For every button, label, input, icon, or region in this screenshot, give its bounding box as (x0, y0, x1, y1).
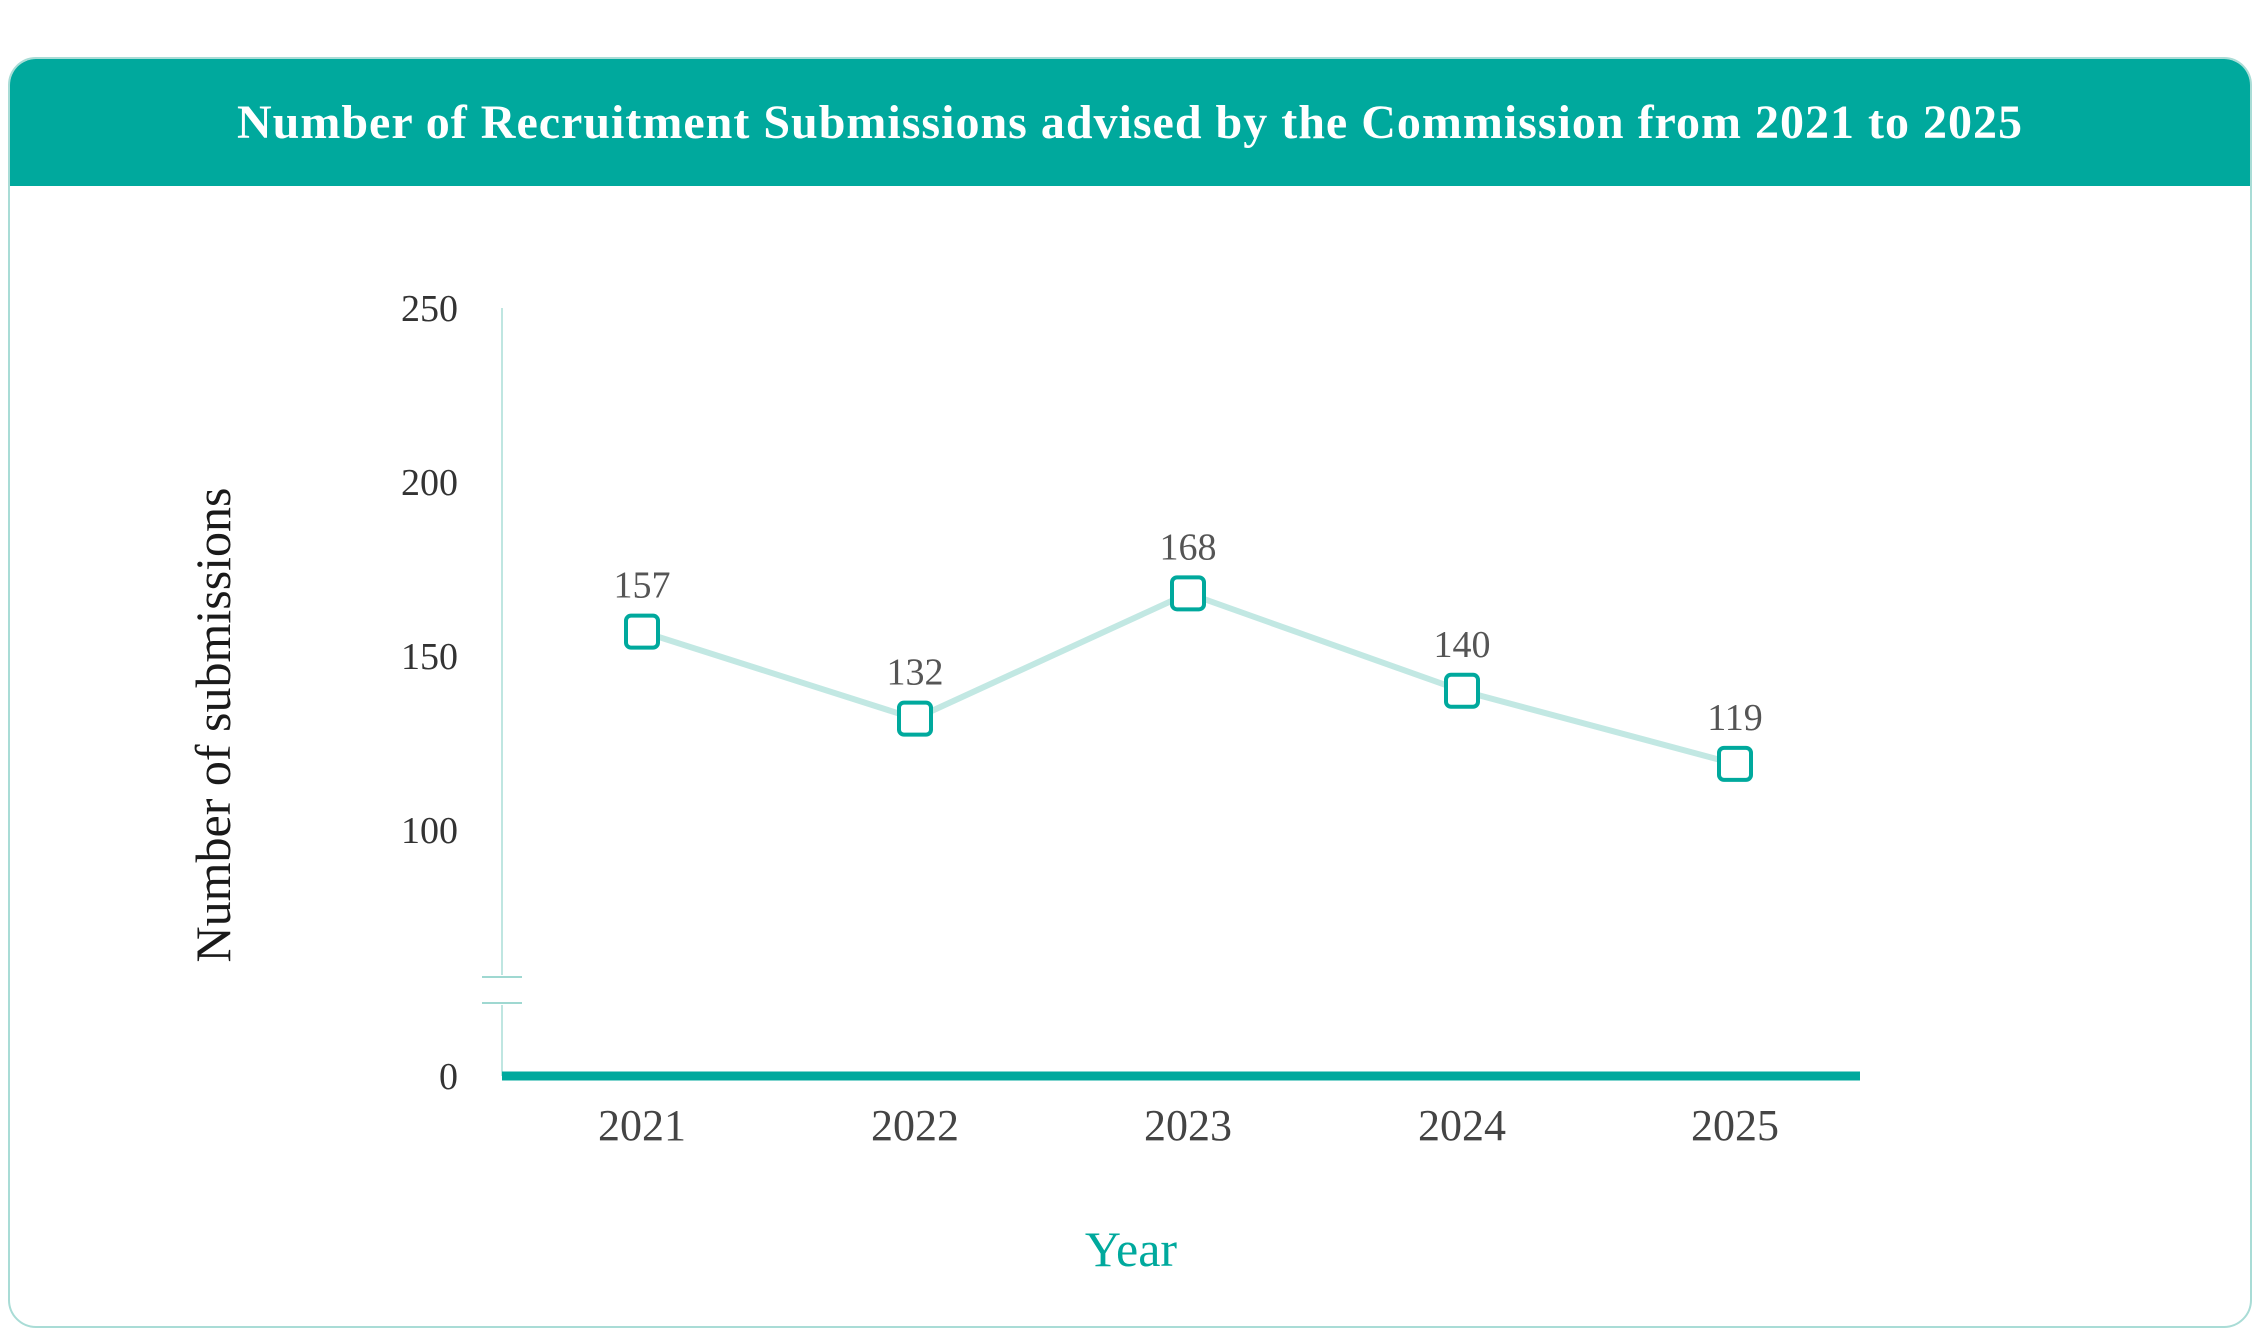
y-tick-label: 100 (401, 810, 458, 852)
data-point (1170, 575, 1206, 612)
x-tick-label: 2024 (1418, 1101, 1506, 1150)
data-point (897, 700, 933, 737)
x-tick-label: 2022 (871, 1101, 959, 1150)
y-axis-title: Number of submissions (185, 488, 241, 963)
y-tick-label: 150 (401, 636, 458, 678)
x-tick-label: 2025 (1691, 1101, 1779, 1150)
x-tick-label: 2021 (598, 1101, 686, 1150)
y-tick-label: 0 (439, 1056, 458, 1098)
x-axis-title: Year (1085, 1221, 1177, 1277)
x-tick-label: 2023 (1144, 1101, 1232, 1150)
data-point (1717, 745, 1753, 782)
y-tick-label: 250 (401, 288, 458, 330)
data-label: 168 (1160, 526, 1217, 568)
series-line (641, 590, 1736, 767)
data-label: 140 (1434, 624, 1491, 666)
data-point (1444, 672, 1480, 709)
chart-title: Number of Recruitment Submissions advise… (237, 96, 2023, 149)
chart-header: Number of Recruitment Submissions advise… (10, 59, 2250, 186)
data-label: 132 (887, 652, 944, 694)
y-tick-label: 200 (401, 462, 458, 504)
data-point (624, 613, 660, 650)
data-label: 119 (1707, 697, 1763, 739)
data-label: 157 (614, 565, 671, 607)
chart-card: Number of Recruitment Submissions advise… (8, 57, 2252, 1328)
